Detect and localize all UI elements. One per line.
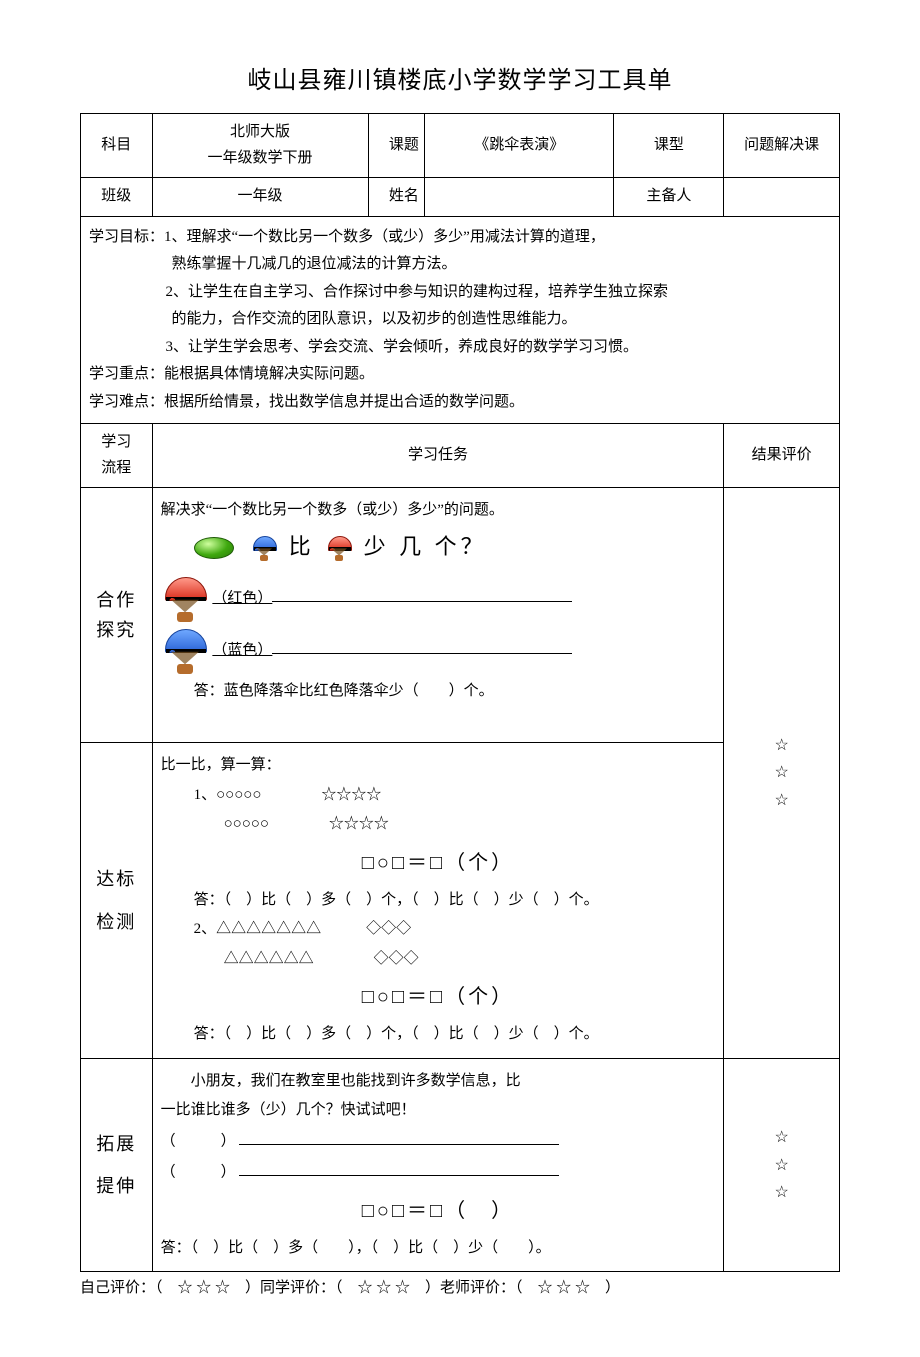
section-2-task: 比一比，算一算： 1、○○○○○ ☆☆☆☆ ○○○○○ ☆☆☆☆ □○□＝□（个…: [152, 743, 724, 1059]
parachute-blue-big-icon: [163, 629, 207, 673]
subject-value-l1: 北师大版: [161, 120, 360, 146]
s3-blank-b[interactable]: （ ）: [161, 1164, 236, 1180]
objective-1a: 1、理解求“一个数比另一个数多（或少）多少”用减法计算的道理，: [164, 229, 605, 245]
s2-formula1[interactable]: □○□＝□（个）: [161, 846, 716, 880]
s1-answer[interactable]: 答：蓝色降落伞比红色降落伞少（ ）个。: [161, 679, 716, 705]
s1-blue-blank[interactable]: [272, 637, 572, 655]
footer-evaluation[interactable]: 自己评价：（ ☆ ☆ ☆ ）同学评价：（ ☆ ☆ ☆ ）老师评价：（ ☆ ☆ ☆…: [80, 1276, 840, 1297]
section-3-task: 小朋友，我们在教室里也能找到许多数学信息，比 一比谁比谁多（少）几个？快试试吧！…: [152, 1058, 724, 1272]
s2-ans1[interactable]: 答：（ ）比（ ）多（ ）个，（ ）比（ ）少（ ）个。: [161, 888, 716, 914]
s2-ans2[interactable]: 答：（ ）比（ ）多（ ）个，（ ）比（ ）少（ ）个。: [161, 1022, 716, 1048]
objective-2a: 2、让学生在自主学习、合作探讨中参与知识的建构过程，培养学生独立探索: [166, 284, 669, 300]
parachute-red-icon: [326, 536, 352, 560]
s2-1a: 1、○○○○○ ☆☆☆☆: [161, 783, 716, 809]
s1-intro: 解决求“一个数比另一个数多（或少）多少”的问题。: [161, 498, 716, 524]
worksheet-table: 科目 北师大版 一年级数学下册 课题 《跳伞表演》 课型 问题解决课 班级 一年…: [80, 113, 840, 1272]
type-value: 问题解决课: [724, 114, 840, 178]
s2-2a: 2、△△△△△△△ ◇◇◇: [161, 917, 716, 943]
s2-head: 比一比，算一算：: [161, 753, 716, 779]
s1-red-blank[interactable]: [272, 585, 572, 603]
col-task: 学习任务: [152, 424, 724, 488]
col-result: 结果评价: [724, 424, 840, 488]
s3-p2: 一比谁比谁多（少）几个？快试试吧！: [161, 1098, 716, 1124]
s3-formula[interactable]: □○□＝□（ ）: [161, 1194, 716, 1228]
parachute-red-big-icon: [163, 577, 207, 621]
s3-p1: 小朋友，我们在教室里也能找到许多数学信息，比: [161, 1069, 716, 1095]
label-preparer: 主备人: [614, 178, 724, 217]
difficulty-value: 根据所给情景，找出数学信息并提出合适的数学问题。: [164, 394, 524, 410]
green-oval-icon: [194, 537, 234, 559]
objective-1b: 熟练掌握十几减几的退位减法的计算方法。: [172, 256, 457, 272]
section-1-label: 合作 探究: [81, 488, 153, 743]
rating-cell-1[interactable]: ☆ ☆ ☆: [724, 488, 840, 1059]
objective-2b: 的能力，合作交流的团队意识，以及初步的创造性思维能力。: [172, 311, 577, 327]
page-title: 岐山县雍川镇楼底小学数学学习工具单: [80, 60, 840, 95]
focus-value: 能根据具体情境解决实际问题。: [164, 366, 374, 382]
s3-blank-a[interactable]: （ ）: [161, 1133, 236, 1149]
col-flow: 学习 流程: [81, 424, 153, 488]
s1-blue-label: （蓝色）: [212, 642, 272, 658]
topic-value: 《跳伞表演》: [425, 114, 614, 178]
s1-q-mid: 比: [289, 534, 315, 559]
class-value: 一年级: [152, 178, 368, 217]
section-3-label: 拓展 提伸: [81, 1058, 153, 1272]
s1-q-tail: 少 几 个？: [364, 534, 487, 559]
objectives-block: 学习目标：1、理解求“一个数比另一个数多（或少）多少”用减法计算的道理， 熟练掌…: [81, 216, 840, 424]
focus-label: 学习重点：: [89, 366, 164, 382]
s2-2b: △△△△△△ ◇◇◇: [161, 947, 716, 973]
label-topic: 课题: [389, 136, 404, 154]
s1-red-label: （红色）: [212, 590, 272, 606]
parachute-blue-icon: [251, 536, 277, 560]
s3-ans[interactable]: 答：（ ）比（ ）多（ ），（ ）比（ ）少（ ）。: [161, 1236, 716, 1262]
rating-cell-2[interactable]: ☆ ☆ ☆: [724, 1058, 840, 1272]
s3-line-a[interactable]: [239, 1128, 559, 1146]
objective-label: 学习目标：: [89, 229, 164, 245]
s2-formula2[interactable]: □○□＝□（个）: [161, 980, 716, 1014]
s3-line-b[interactable]: [239, 1159, 559, 1177]
objective-3: 3、让学生学会思考、学会交流、学会倾听，养成良好的数学学习习惯。: [166, 339, 639, 355]
label-name: 姓名: [389, 187, 404, 205]
label-class: 班级: [81, 178, 153, 217]
section-1-task: 解决求“一个数比另一个数多（或少）多少”的问题。 比 少 几 个？ （红色） （…: [152, 488, 724, 743]
section-2-label: 达标 检测: [81, 743, 153, 1059]
preparer-field[interactable]: [724, 178, 840, 217]
label-type: 课型: [614, 114, 724, 178]
name-field[interactable]: [425, 178, 614, 217]
s2-1b: ○○○○○ ☆☆☆☆: [161, 812, 716, 838]
label-subject: 科目: [81, 114, 153, 178]
difficulty-label: 学习难点：: [89, 394, 164, 410]
subject-value-l2: 一年级数学下册: [161, 146, 360, 172]
